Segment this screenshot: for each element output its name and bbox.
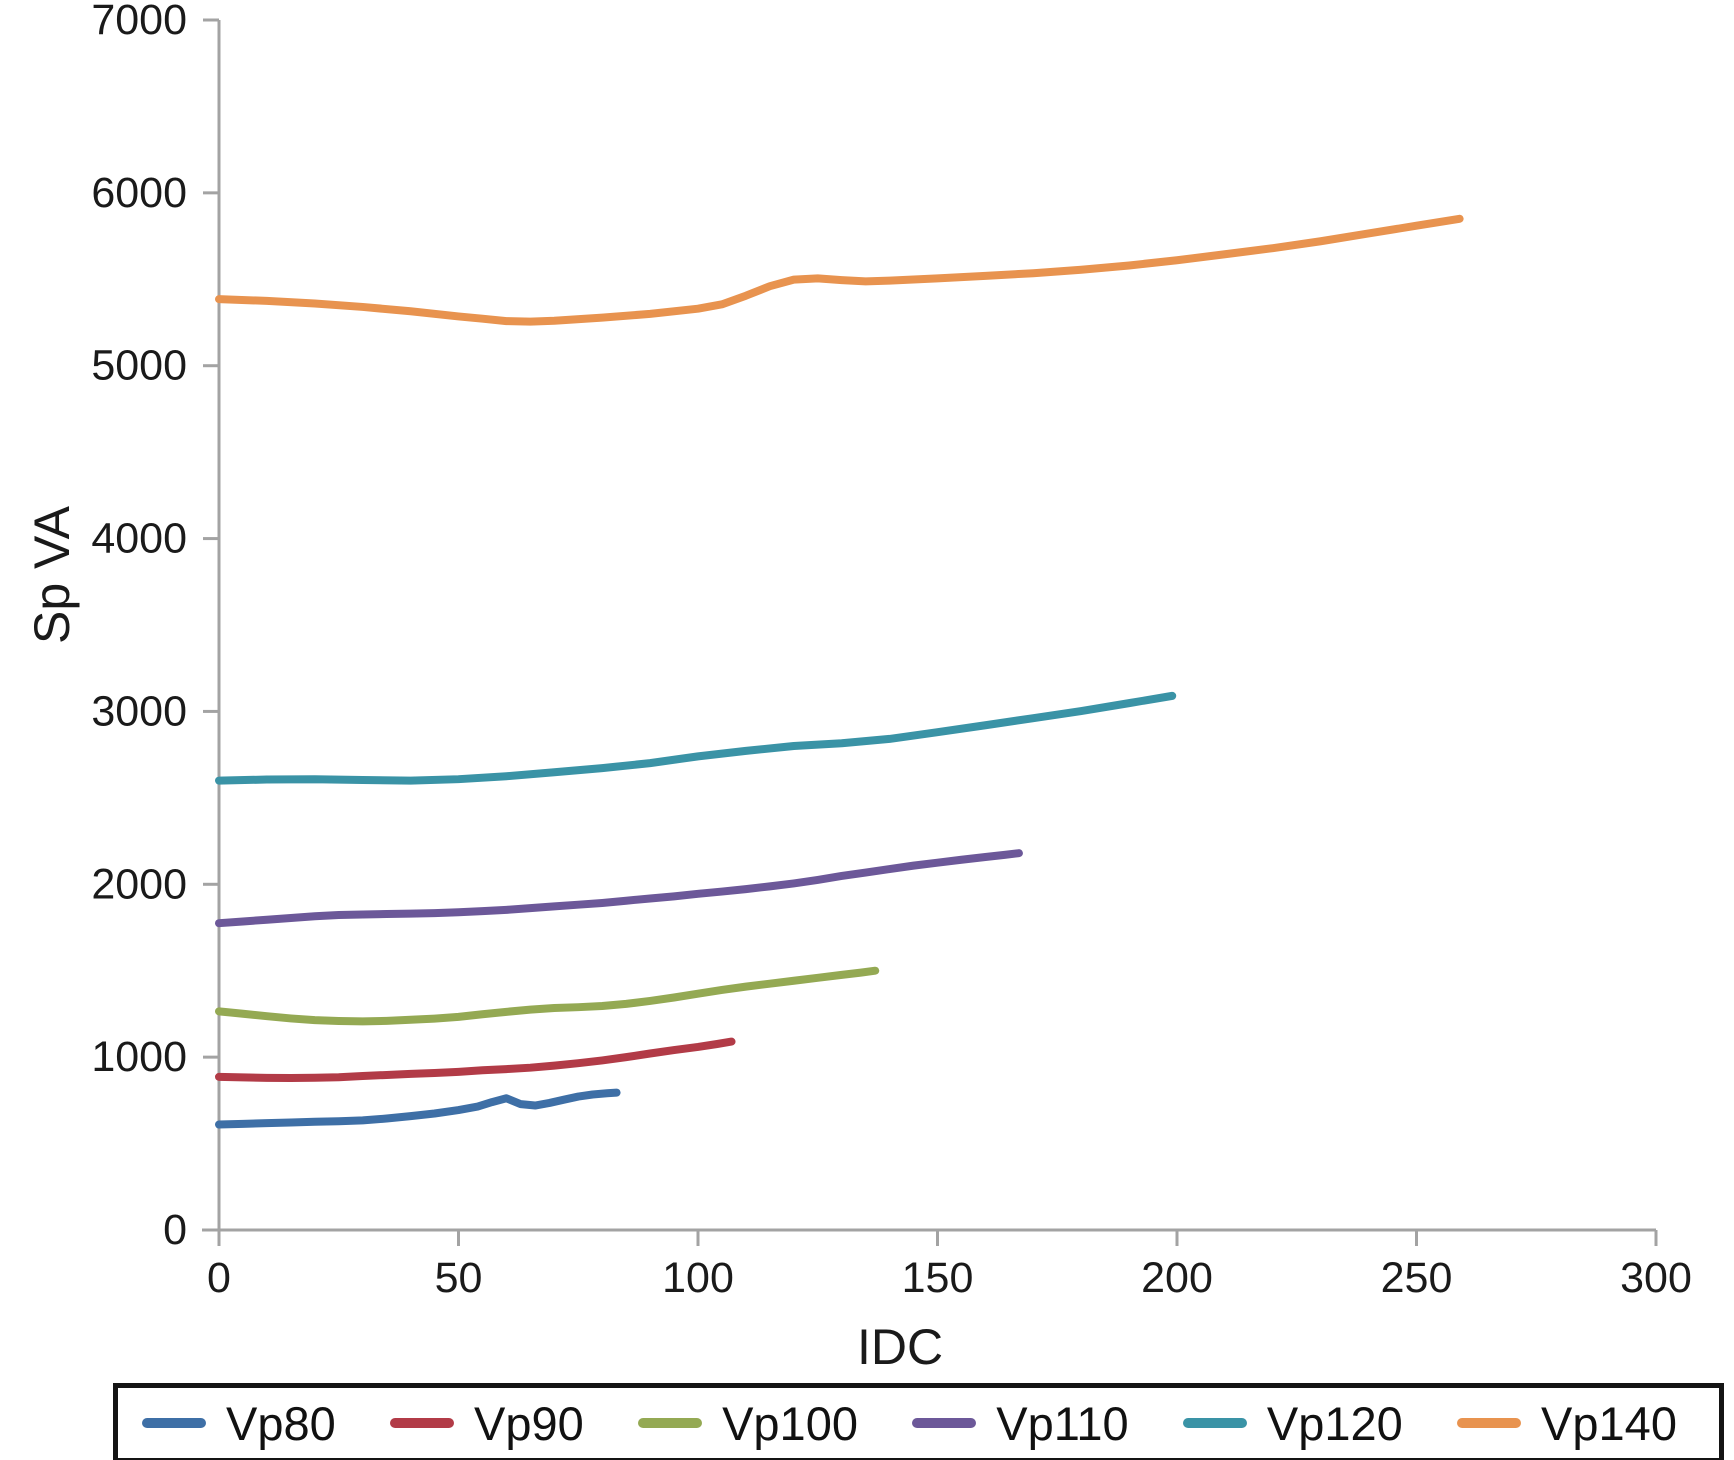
legend-swatch-vp80	[142, 1418, 206, 1428]
legend-swatch-vp100	[638, 1418, 703, 1428]
x-tick-label: 250	[1381, 1254, 1453, 1302]
legend-item-vp140: Vp140	[1457, 1396, 1677, 1451]
y-axis-title: Sp VA	[24, 505, 80, 645]
x-tick-label: 300	[1620, 1254, 1692, 1302]
series-line-vp140	[215, 214, 1464, 326]
y-tick-label: 4000	[91, 515, 187, 563]
legend-swatch-vp120	[1182, 1418, 1247, 1428]
legend-label-vp110: Vp110	[996, 1396, 1129, 1450]
y-tick-label: 2000	[91, 860, 187, 908]
series-line-vp80	[215, 1088, 621, 1129]
legend-item-vp90: Vp90	[390, 1396, 584, 1451]
y-tick-label: 3000	[91, 687, 187, 735]
series-line-vp100	[215, 966, 880, 1026]
legend-label-vp120: Vp120	[1266, 1396, 1403, 1450]
y-tick-label: 1000	[91, 1033, 187, 1081]
x-tick-label: 200	[1141, 1254, 1213, 1302]
x-axis-title: IDC	[856, 1319, 944, 1375]
chart-legend: Vp80 Vp90 Vp100 Vp110 Vp120 Vp140	[113, 1383, 1724, 1460]
x-tick-label: 0	[207, 1254, 231, 1302]
legend-label-vp100: Vp100	[722, 1396, 858, 1450]
y-tick-label: 6000	[91, 169, 187, 217]
series-line-vp120	[215, 691, 1177, 785]
y-tick-label: 5000	[91, 342, 187, 390]
legend-swatch-vp140	[1457, 1418, 1522, 1428]
legend-item-vp120: Vp120	[1182, 1396, 1403, 1451]
legend-label-vp140: Vp140	[1541, 1396, 1677, 1450]
legend-swatch-vp110	[912, 1418, 977, 1428]
x-tick-label: 50	[435, 1254, 483, 1302]
y-tick-label: 7000	[91, 0, 187, 44]
legend-label-vp90: Vp90	[474, 1396, 584, 1450]
legend-label-vp80: Vp80	[226, 1396, 336, 1450]
x-tick-label: 100	[662, 1254, 734, 1302]
legend-item-vp110: Vp110	[912, 1396, 1129, 1451]
legend-item-vp80: Vp80	[142, 1396, 336, 1451]
legend-item-vp100: Vp100	[638, 1396, 858, 1451]
series-line-vp90	[215, 1037, 736, 1083]
legend-swatch-vp90	[390, 1418, 455, 1428]
x-tick-label: 150	[902, 1254, 974, 1302]
y-tick-label: 0	[163, 1206, 187, 1254]
series-line-vp110	[215, 849, 1023, 928]
